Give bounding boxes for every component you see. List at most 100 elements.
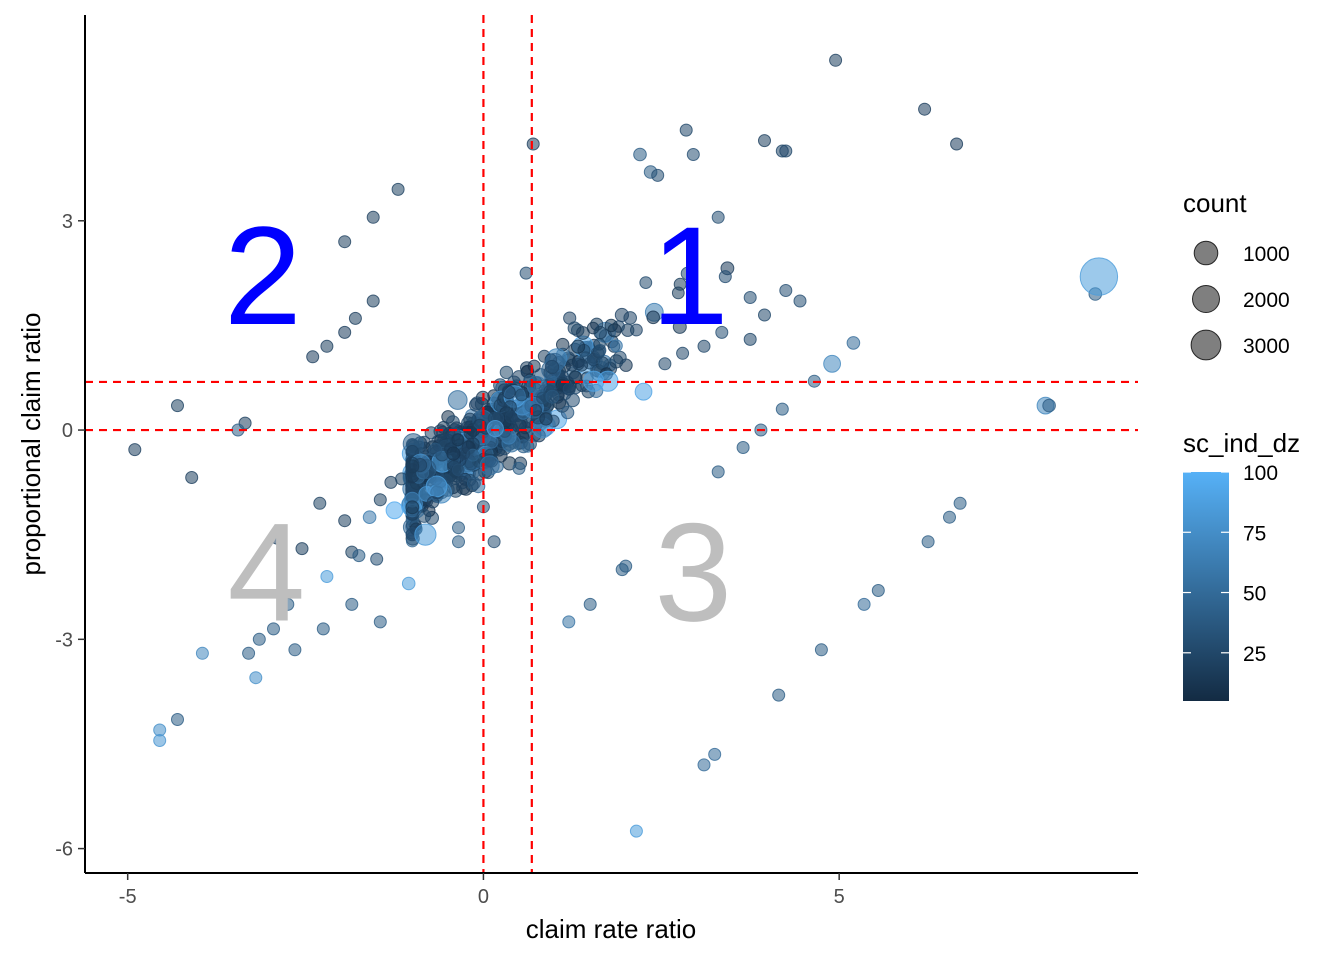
data-point xyxy=(676,346,690,360)
data-point xyxy=(417,508,432,523)
data-point xyxy=(1079,257,1119,296)
data-point xyxy=(562,382,576,396)
data-point xyxy=(545,389,560,404)
data-point xyxy=(405,500,420,515)
data-point xyxy=(470,396,484,411)
data-point xyxy=(385,501,404,520)
data-point xyxy=(171,713,184,726)
data-point xyxy=(487,535,501,549)
data-point xyxy=(857,597,871,611)
size-legend-title: count xyxy=(1183,188,1247,218)
data-point xyxy=(736,441,750,454)
data-point xyxy=(775,402,789,416)
data-point xyxy=(679,123,693,137)
data-point xyxy=(391,182,405,196)
y-tick-label: 3 xyxy=(62,211,73,233)
data-point xyxy=(1042,398,1056,413)
data-point xyxy=(479,455,500,476)
data-point xyxy=(252,632,266,646)
data-point xyxy=(711,210,725,224)
data-point xyxy=(743,332,757,346)
data-point xyxy=(352,549,366,563)
data-point xyxy=(516,439,531,454)
data-point xyxy=(711,465,725,479)
data-point xyxy=(288,643,302,657)
data-point xyxy=(526,137,540,151)
data-point xyxy=(562,615,576,629)
data-point xyxy=(451,433,465,447)
data-point xyxy=(270,531,284,545)
data-point xyxy=(621,323,635,337)
data-point xyxy=(128,443,142,457)
size-legend-key xyxy=(1190,329,1222,361)
legend: count sc_ind_dz 1000 2000 3000 100 75 50 25 xyxy=(1183,188,1300,701)
data-point xyxy=(545,359,560,375)
y-tick-label: -3 xyxy=(55,629,73,651)
data-point xyxy=(846,336,861,350)
data-point xyxy=(758,308,771,322)
data-point xyxy=(672,319,687,334)
data-point xyxy=(504,410,518,424)
plot-area: 1 2 3 4 xyxy=(85,15,1138,873)
data-point xyxy=(242,646,256,660)
color-legend-bar xyxy=(1183,472,1229,701)
quadrant-label: 4 xyxy=(227,493,305,650)
data-point xyxy=(384,475,398,489)
data-point xyxy=(316,622,330,636)
color-legend-title: sc_ind_dz xyxy=(1183,428,1300,458)
data-point xyxy=(467,476,481,491)
data-point xyxy=(395,472,409,486)
data-point xyxy=(615,563,629,577)
data-point xyxy=(921,535,935,549)
data-point xyxy=(814,643,828,657)
data-point xyxy=(414,523,437,546)
data-point xyxy=(313,496,327,510)
data-point xyxy=(671,286,685,300)
quadrant-label: 1 xyxy=(651,197,729,354)
data-point xyxy=(604,318,618,333)
data-point xyxy=(519,266,533,280)
x-tick-label: 5 xyxy=(834,886,845,908)
data-point xyxy=(779,284,793,297)
data-point xyxy=(486,420,504,438)
data-point xyxy=(452,521,465,535)
data-point xyxy=(425,475,448,498)
axis-ticks: -5 0 5 3 0 -3 -6 xyxy=(55,211,845,908)
data-point xyxy=(362,510,377,525)
y-tick-label: -6 xyxy=(55,839,73,861)
data-point xyxy=(779,144,793,158)
data-point xyxy=(366,294,380,308)
data-point xyxy=(633,147,647,162)
data-point xyxy=(793,294,807,308)
data-point xyxy=(629,824,643,838)
data-point xyxy=(373,615,387,629)
size-legend-key xyxy=(1193,240,1219,266)
data-point xyxy=(539,412,553,426)
axes xyxy=(84,15,1138,874)
data-point xyxy=(345,597,359,611)
data-point xyxy=(373,493,387,507)
data-point xyxy=(708,747,722,761)
data-point xyxy=(651,168,665,182)
data-point xyxy=(758,134,771,148)
data-point xyxy=(646,310,661,325)
data-point xyxy=(426,496,440,509)
data-point xyxy=(680,266,695,281)
data-point xyxy=(447,390,468,410)
data-point xyxy=(185,471,199,484)
color-legend-label: 100 xyxy=(1243,462,1278,485)
data-point xyxy=(560,405,575,420)
data-point xyxy=(715,325,729,339)
data-point xyxy=(295,542,309,556)
data-point xyxy=(571,339,586,354)
data-point xyxy=(918,102,932,116)
data-point xyxy=(743,291,757,304)
data-point xyxy=(583,597,597,611)
data-point xyxy=(634,382,653,401)
data-point xyxy=(405,459,420,474)
data-point xyxy=(502,385,516,400)
data-point xyxy=(593,338,606,351)
data-point xyxy=(463,412,477,426)
data-point xyxy=(171,399,184,413)
